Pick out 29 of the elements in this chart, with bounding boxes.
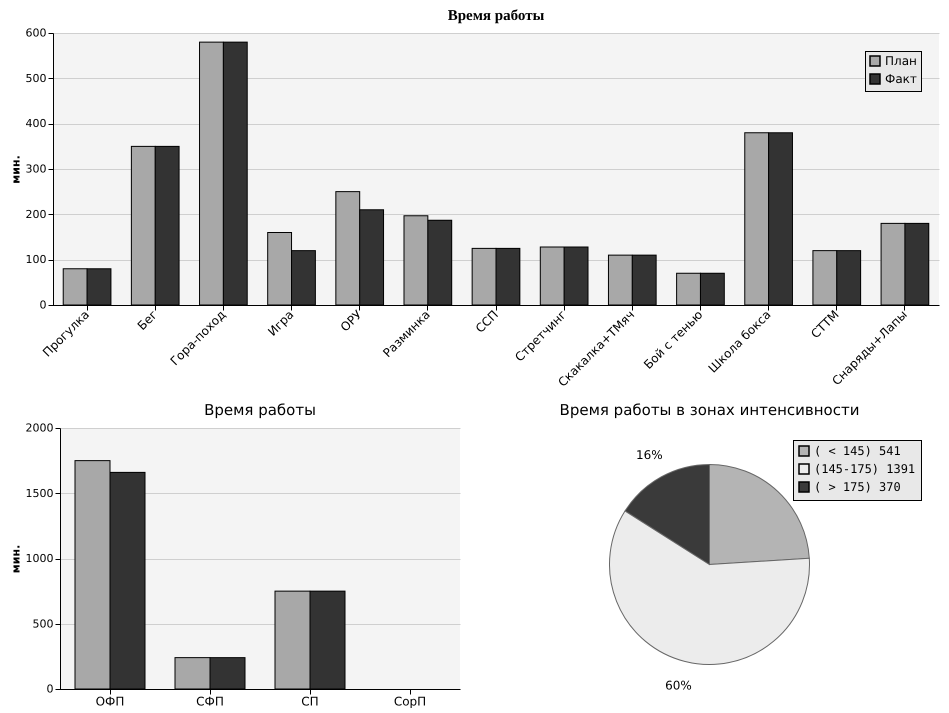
chart-title: Время работы в зонах интенсивности bbox=[560, 401, 860, 419]
chart-title: Время работы bbox=[204, 401, 316, 419]
legend-label: (145-175) 1391 bbox=[814, 462, 916, 476]
y-axis-title: мин. bbox=[10, 544, 23, 574]
legend-label: ( < 145) 541 bbox=[814, 444, 901, 458]
y-tick-label: 600 bbox=[26, 26, 46, 40]
y-axis-title: мин. bbox=[10, 155, 23, 184]
y-tick-label: 400 bbox=[26, 117, 46, 130]
legend-label: Факт bbox=[885, 72, 917, 86]
y-tick-label: 2000 bbox=[26, 422, 54, 434]
x-tick-label: Бег bbox=[134, 308, 160, 333]
chart-title: Время работы bbox=[448, 8, 545, 24]
y-tick-label: 1000 bbox=[26, 552, 54, 565]
y-tick-label: 200 bbox=[26, 208, 46, 221]
x-tick-label: ОФП bbox=[96, 694, 124, 708]
y-tick-label: 100 bbox=[26, 253, 46, 266]
data-label: 60% bbox=[665, 678, 692, 693]
x-tick-label: СП bbox=[301, 694, 319, 708]
y-tick-label: 0 bbox=[46, 682, 54, 696]
y-tick-label: 500 bbox=[26, 72, 46, 85]
y-tick-label: 0 bbox=[40, 298, 46, 312]
legend-label: План bbox=[885, 54, 917, 68]
y-tick-label: 1500 bbox=[26, 486, 54, 500]
legend-label: ( > 175) 370 bbox=[814, 480, 901, 494]
x-tick-label: СФП bbox=[196, 694, 224, 708]
x-tick-label: СорП bbox=[394, 694, 426, 708]
y-tick-label: 300 bbox=[26, 162, 46, 176]
y-tick-label: 500 bbox=[32, 617, 54, 630]
data-label: 16% bbox=[636, 448, 663, 462]
